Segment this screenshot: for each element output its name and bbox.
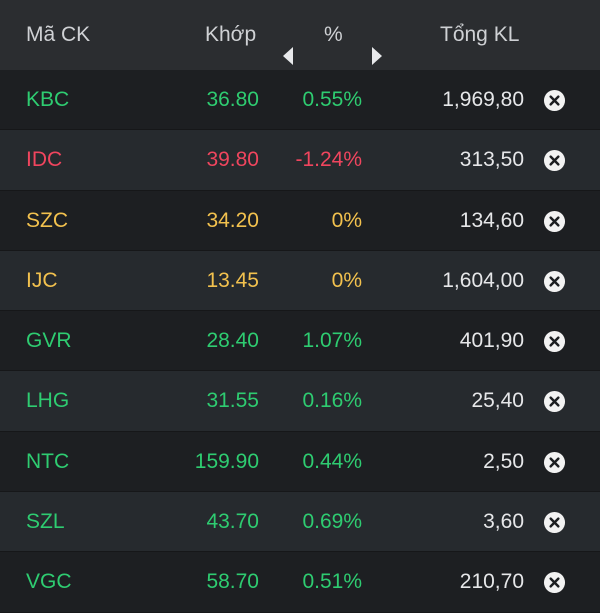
row-volume: 1,604,00 — [442, 268, 524, 292]
row-symbol: GVR — [26, 329, 72, 353]
row-volume: 401,90 — [459, 329, 524, 353]
row-symbol: KBC — [26, 88, 70, 111]
row-symbol: VGC — [26, 570, 72, 594]
row-price: 43.70 — [206, 510, 259, 534]
row-percent: -1.24% — [295, 148, 362, 172]
row-percent: 0.55% — [302, 88, 362, 111]
close-circle-icon[interactable] — [543, 270, 566, 293]
table-row[interactable]: VGC 58.70 0.51% 210,70 — [0, 552, 600, 613]
row-price: 39.80 — [206, 148, 259, 172]
row-volume: 1,969,80 — [442, 88, 524, 111]
close-circle-icon[interactable] — [543, 149, 566, 172]
close-circle-icon[interactable] — [543, 511, 566, 534]
row-symbol: IJC — [26, 268, 58, 292]
close-circle-icon[interactable] — [543, 210, 566, 233]
table-row[interactable]: IDC 39.80 -1.24% 313,50 — [0, 130, 600, 191]
row-volume: 2,50 — [483, 449, 524, 473]
close-circle-icon[interactable] — [543, 390, 566, 413]
row-percent: 0% — [331, 268, 362, 292]
header-percent[interactable]: % — [324, 23, 343, 46]
row-volume: 25,40 — [471, 389, 524, 413]
row-symbol: LHG — [26, 389, 70, 413]
table-row[interactable]: SZL 43.70 0.69% 3,60 — [0, 492, 600, 553]
row-percent: 0.69% — [302, 510, 362, 534]
row-percent: 1.07% — [302, 329, 362, 353]
row-percent: 0.16% — [302, 389, 362, 413]
row-price: 159.90 — [194, 449, 259, 473]
header-price[interactable]: Khớp — [205, 23, 257, 46]
table-header: Mã CK Khớp % Tổng KL — [0, 0, 600, 70]
close-circle-icon[interactable] — [543, 571, 566, 594]
row-symbol: SZL — [26, 510, 65, 534]
row-symbol: NTC — [26, 449, 70, 473]
row-volume: 313,50 — [459, 148, 524, 172]
table-row[interactable]: KBC 36.80 0.55% 1,969,80 — [0, 70, 600, 131]
header-volume[interactable]: Tổng KL — [440, 23, 520, 46]
row-price: 31.55 — [206, 389, 259, 413]
close-circle-icon[interactable] — [543, 89, 566, 112]
row-price: 13.45 — [206, 268, 259, 292]
row-price: 36.80 — [206, 88, 259, 111]
row-percent: 0% — [331, 208, 362, 232]
row-price: 34.20 — [206, 208, 259, 232]
row-symbol: SZC — [26, 208, 68, 232]
row-price: 58.70 — [206, 570, 259, 594]
stock-list: KBC 36.80 0.55% 1,969,80 IDC 39.80 -1.24… — [0, 70, 600, 613]
row-percent: 0.51% — [302, 570, 362, 594]
table-row[interactable]: NTC 159.90 0.44% 2,50 — [0, 431, 600, 493]
row-volume: 134,60 — [459, 208, 524, 232]
table-row[interactable]: LHG 31.55 0.16% 25,40 — [0, 371, 600, 432]
row-volume: 3,60 — [483, 510, 524, 534]
row-price: 28.40 — [206, 329, 259, 353]
table-row[interactable]: GVR 28.40 1.07% 401,90 — [0, 311, 600, 372]
close-circle-icon[interactable] — [543, 451, 566, 474]
table-row[interactable]: SZC 34.20 0% 134,60 — [0, 190, 600, 251]
header-symbol[interactable]: Mã CK — [26, 23, 91, 46]
table-row[interactable]: IJC 13.45 0% 1,604,00 — [0, 250, 600, 312]
row-symbol: IDC — [26, 148, 63, 172]
caret-left-icon[interactable] — [282, 25, 294, 65]
close-circle-icon[interactable] — [543, 330, 566, 353]
row-percent: 0.44% — [302, 449, 362, 473]
row-volume: 210,70 — [459, 570, 524, 594]
caret-right-icon[interactable] — [371, 25, 383, 65]
